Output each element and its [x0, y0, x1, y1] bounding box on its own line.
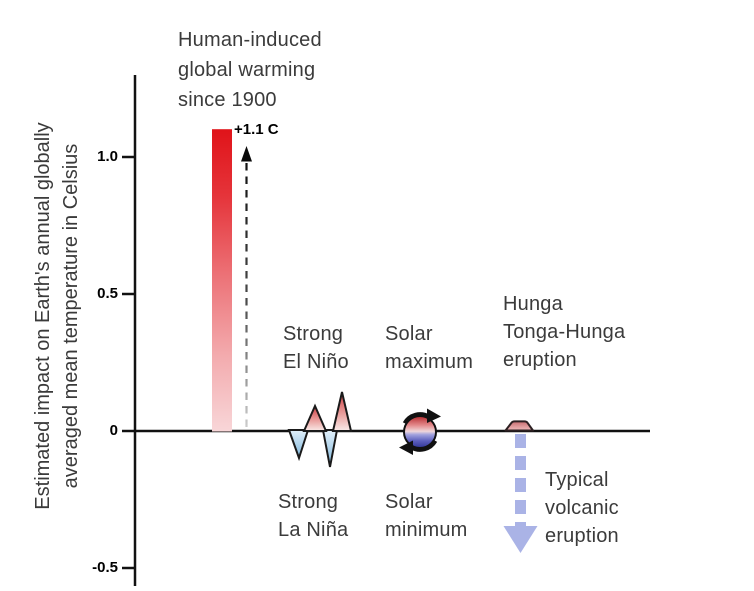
volcanic-label: Typical volcanic eruption [545, 469, 619, 547]
solar-cycle-top-arrowhead-icon [427, 408, 441, 423]
y-tick-label-0: 0 [109, 422, 118, 439]
y-axis-tick-marks [122, 155, 135, 570]
warming-dashed-arrow [241, 146, 252, 429]
solar-cycle-bottom-arc-icon [410, 439, 438, 452]
solar-cycle-symbol [399, 408, 441, 455]
hunga-tonga-bump [504, 420, 534, 432]
y-axis-label-line-1: Estimated impact on Earth's annual globa… [32, 122, 54, 510]
warming-bar-value: +1.1 C [234, 121, 279, 138]
solar-min-label: Solar minimum [385, 491, 468, 541]
hunga-tonga-label: Hunga Tonga-Hunga eruption [503, 293, 626, 371]
la-nina-label: Strong La Niña [278, 491, 349, 541]
la-nina-triangle-1 [287, 429, 310, 462]
warming-arrow-head-icon [241, 146, 252, 162]
warming-bar [212, 129, 232, 432]
solar-max-label: Solar maximum [385, 323, 474, 373]
y-tick-label-neg0.5: -0.5 [92, 559, 118, 576]
el-nino-triangle-1 [302, 403, 328, 432]
volcanic-dashed-arrow [503, 434, 538, 553]
solar-cycle-top-arc-icon [402, 412, 430, 425]
warming-bar-title: Human-induced global warming since 1900 [178, 29, 322, 111]
enso-zigzag [287, 391, 353, 468]
el-nino-label: Strong El Niño [283, 323, 349, 373]
el-nino-triangle-2 [331, 391, 353, 432]
y-tick-label-1.0: 1.0 [97, 148, 118, 165]
volcanic-arrow-head-icon [503, 526, 538, 553]
solar-cycle-bottom-arrowhead-icon [399, 440, 413, 455]
y-tick-label-0.5: 0.5 [97, 285, 118, 302]
la-nina-triangle-2 [321, 429, 339, 468]
